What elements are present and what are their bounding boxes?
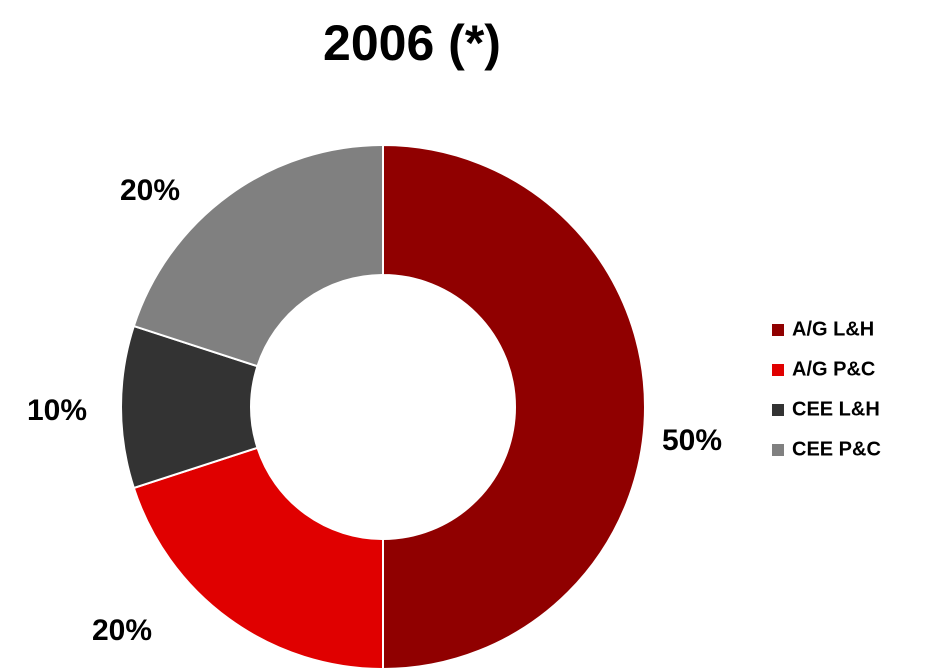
legend-label: A/G P&C bbox=[792, 358, 875, 380]
slices bbox=[120, 143, 646, 669]
legend-label: CEE P&C bbox=[792, 438, 881, 460]
donut-slice bbox=[132, 143, 384, 368]
data-label: 50% bbox=[662, 424, 722, 457]
legend: A/G L&H A/G P&C CEE L&H CEE P&C bbox=[772, 318, 881, 460]
chart-title: 2006 (*) bbox=[323, 15, 501, 71]
legend-swatch bbox=[772, 324, 784, 336]
data-label: 20% bbox=[92, 614, 152, 647]
legend-swatch bbox=[772, 364, 784, 376]
donut-slice bbox=[382, 143, 646, 669]
data-label: 10% bbox=[27, 394, 87, 427]
donut-slice bbox=[132, 446, 384, 669]
legend-label: CEE L&H bbox=[792, 398, 880, 420]
data-labels: 50% 20% 10% 20% bbox=[27, 174, 722, 647]
data-label: 20% bbox=[120, 174, 180, 207]
legend-label: A/G L&H bbox=[792, 318, 874, 340]
legend-swatch bbox=[772, 404, 784, 416]
legend-swatch bbox=[772, 444, 784, 456]
